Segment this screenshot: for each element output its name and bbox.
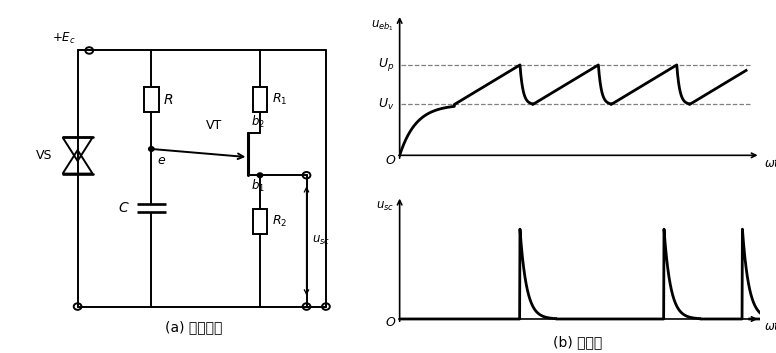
Text: VS: VS: [36, 149, 53, 162]
Bar: [144, 88, 159, 112]
Bar: [253, 88, 267, 112]
Text: $u_{sc}$: $u_{sc}$: [376, 199, 394, 213]
Text: $\omega t$: $\omega t$: [764, 320, 776, 333]
Text: $U_p$: $U_p$: [378, 56, 394, 73]
Text: $u_{sc}$: $u_{sc}$: [312, 234, 331, 247]
Text: $b_2$: $b_2$: [251, 114, 265, 130]
Text: $O$: $O$: [385, 316, 396, 329]
Text: $+E_c$: $+E_c$: [52, 30, 76, 46]
Text: $b_1$: $b_1$: [251, 178, 265, 194]
Text: VT: VT: [206, 119, 222, 132]
Text: $u_{eb_1}$: $u_{eb_1}$: [372, 18, 394, 33]
Text: $O$: $O$: [385, 154, 396, 167]
Text: (a) 基本电路: (a) 基本电路: [165, 321, 223, 334]
Text: $C$: $C$: [118, 201, 130, 215]
Text: $U_v$: $U_v$: [378, 97, 394, 112]
Text: $R_2$: $R_2$: [272, 214, 287, 229]
Text: $e$: $e$: [157, 154, 166, 167]
Text: $R$: $R$: [163, 93, 173, 107]
Circle shape: [258, 173, 263, 178]
Bar: [253, 209, 267, 233]
Circle shape: [149, 146, 154, 151]
Text: $\omega t$: $\omega t$: [764, 157, 776, 170]
Text: $R_1$: $R_1$: [272, 92, 287, 107]
Text: (b) 波形图: (b) 波形图: [553, 335, 603, 349]
